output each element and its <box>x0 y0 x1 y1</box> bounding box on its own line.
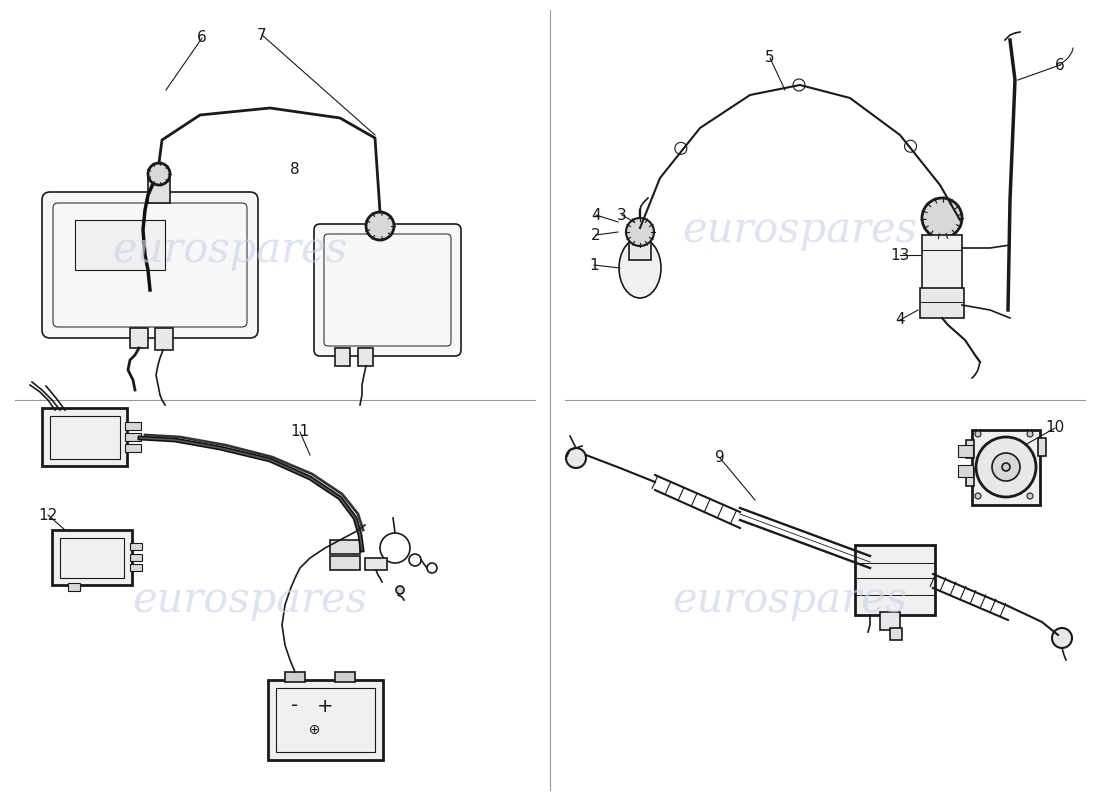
Circle shape <box>626 218 654 246</box>
Bar <box>130 564 142 571</box>
FancyBboxPatch shape <box>314 224 461 356</box>
Bar <box>336 348 350 366</box>
Text: 12: 12 <box>39 507 57 522</box>
Text: 5: 5 <box>766 50 774 66</box>
Bar <box>125 422 141 430</box>
Circle shape <box>566 448 586 468</box>
Bar <box>629 238 651 260</box>
Bar <box>155 328 173 350</box>
Text: -: - <box>292 697 298 715</box>
Bar <box>130 554 142 561</box>
Bar <box>855 545 935 615</box>
Bar <box>336 672 355 682</box>
Text: eurospares: eurospares <box>112 229 348 271</box>
Text: ⊕: ⊕ <box>300 723 320 737</box>
Circle shape <box>992 453 1020 481</box>
Text: 6: 6 <box>197 30 207 46</box>
Bar <box>365 558 387 570</box>
Text: +: + <box>317 697 333 715</box>
Text: 7: 7 <box>257 27 267 42</box>
Bar <box>42 408 127 466</box>
Text: 13: 13 <box>890 247 910 262</box>
Circle shape <box>922 198 962 238</box>
Bar <box>125 444 141 452</box>
Bar <box>50 416 120 459</box>
Text: 9: 9 <box>715 450 725 466</box>
Circle shape <box>1027 493 1033 499</box>
Circle shape <box>366 212 394 240</box>
Circle shape <box>396 586 404 594</box>
Text: eurospares: eurospares <box>672 579 908 621</box>
Bar <box>130 543 142 550</box>
Bar <box>890 628 902 640</box>
Bar <box>268 680 383 760</box>
Bar <box>958 465 974 477</box>
Text: 3: 3 <box>617 207 627 222</box>
Bar <box>972 430 1040 505</box>
Text: eurospares: eurospares <box>132 579 367 621</box>
Text: eurospares: eurospares <box>682 209 917 251</box>
Bar <box>358 348 373 366</box>
Bar <box>920 288 964 318</box>
Circle shape <box>1002 463 1010 471</box>
Bar <box>330 556 360 570</box>
Bar <box>330 540 360 554</box>
Ellipse shape <box>619 238 661 298</box>
Bar <box>966 440 974 458</box>
Bar <box>285 672 305 682</box>
Circle shape <box>975 493 981 499</box>
Bar <box>1038 438 1046 456</box>
Bar <box>880 612 900 630</box>
Bar <box>966 468 974 486</box>
Circle shape <box>148 163 170 185</box>
Text: 2: 2 <box>591 227 601 242</box>
Bar <box>52 530 132 585</box>
Bar <box>125 433 141 441</box>
Circle shape <box>1052 628 1072 648</box>
Bar <box>60 538 124 578</box>
Bar <box>922 235 962 290</box>
Circle shape <box>975 431 981 437</box>
Circle shape <box>976 437 1036 497</box>
Bar <box>276 688 375 752</box>
Bar <box>958 445 974 457</box>
Bar <box>148 178 170 203</box>
FancyBboxPatch shape <box>42 192 258 338</box>
Text: 1: 1 <box>590 258 598 273</box>
Bar <box>75 220 165 270</box>
Bar <box>130 328 148 348</box>
Text: 8: 8 <box>290 162 300 178</box>
Text: 10: 10 <box>1045 421 1065 435</box>
Bar <box>68 583 80 591</box>
Text: 11: 11 <box>290 425 309 439</box>
Text: 6: 6 <box>1055 58 1065 73</box>
Text: 4: 4 <box>895 313 905 327</box>
Circle shape <box>1027 431 1033 437</box>
Text: 4: 4 <box>591 207 601 222</box>
